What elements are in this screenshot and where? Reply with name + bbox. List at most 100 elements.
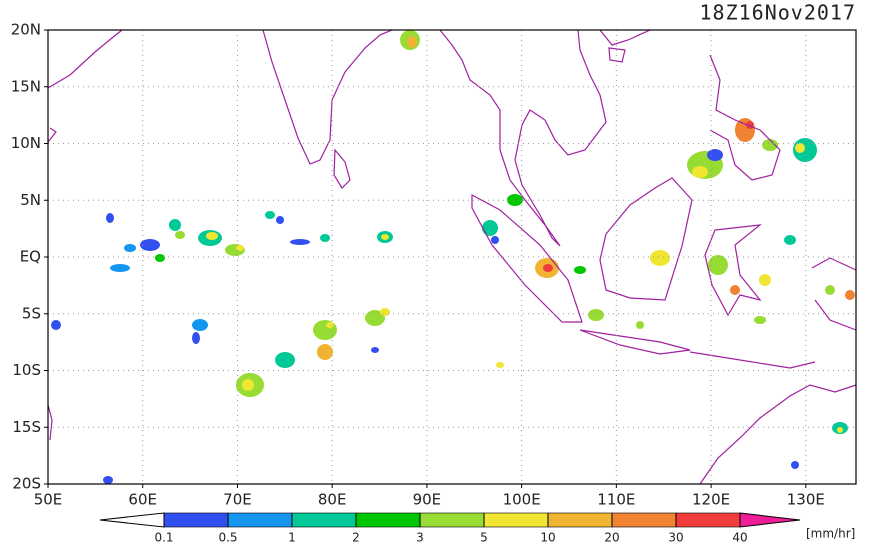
lon-label: 60E	[128, 491, 157, 509]
colorbar-label: 5	[480, 531, 488, 544]
lon-label: 70E	[223, 491, 252, 509]
rain-cell	[110, 264, 130, 272]
coastlines	[47, 29, 857, 485]
rain-cell	[496, 362, 504, 368]
lat-label: 10N	[11, 134, 41, 152]
rain-cell	[276, 216, 284, 224]
colorbar-label: 0.5	[218, 531, 237, 544]
rain-cell	[290, 239, 310, 245]
lon-label: 50E	[34, 491, 63, 509]
rain-cell	[103, 476, 113, 484]
lon-label: 80E	[318, 491, 347, 509]
rain-cell	[759, 274, 771, 286]
colorbar-segment	[611, 512, 677, 528]
colorbar-label: 3	[416, 531, 424, 544]
colorbar-segment	[227, 512, 293, 528]
lat-label: 15S	[12, 418, 41, 436]
lon-label: 110E	[597, 491, 635, 509]
colorbar-segment	[483, 512, 549, 528]
rain-cell	[692, 166, 708, 178]
colorbar-under	[99, 512, 165, 528]
colorbar: 0.1 0.5 1 2 3 5 10 20 30 40	[99, 512, 801, 544]
rain-cell	[242, 379, 254, 391]
colorbar-label: 1	[288, 531, 296, 544]
lon-label: 130E	[787, 491, 825, 509]
rain-cell	[265, 211, 275, 219]
rain-cell	[175, 231, 185, 239]
rain-cell	[762, 139, 778, 151]
rain-cell	[837, 427, 843, 433]
rain-cell	[636, 321, 644, 329]
coast-somalia	[47, 127, 57, 143]
coast-arabia	[47, 29, 123, 89]
rain-cell	[380, 308, 390, 316]
rain-cell	[236, 245, 244, 251]
rain-cell	[491, 236, 499, 244]
coast-australia	[699, 384, 857, 485]
colorbar-segment	[419, 512, 485, 528]
rain-cell	[51, 320, 61, 330]
colorbar-segment	[675, 512, 741, 528]
rain-cell	[407, 36, 417, 48]
rain-cell	[275, 352, 295, 368]
rain-cell	[371, 347, 379, 353]
colorbar-label: 0.1	[154, 531, 173, 544]
rain-cell	[106, 213, 114, 223]
coast-myanmar-malaya	[439, 29, 607, 247]
lat-label: 20S	[12, 475, 41, 493]
coast-newguinea	[811, 257, 857, 331]
lat-label: 15N	[11, 77, 41, 95]
coast-philippines	[709, 54, 781, 181]
rain-cell	[588, 309, 604, 321]
coast-sumatra	[471, 193, 583, 323]
rain-cell	[317, 344, 333, 360]
rain-cell	[155, 254, 165, 262]
rain-cell	[708, 255, 728, 275]
rain-cell	[845, 290, 855, 300]
colorbar-label: 30	[668, 531, 683, 544]
lat-label: 5N	[20, 191, 41, 209]
rain-cell	[192, 319, 208, 331]
colorbar-segment	[547, 512, 613, 528]
rain-cell	[784, 235, 796, 245]
rain-cell	[192, 332, 200, 344]
rain-cell	[206, 232, 218, 240]
rain-cell	[754, 316, 766, 324]
colorbar-unit: [mm/hr]	[806, 527, 855, 541]
rain-cell	[507, 194, 523, 206]
map-frame	[47, 29, 857, 485]
lon-label: 100E	[503, 491, 541, 509]
rain-cell	[543, 264, 553, 272]
colorbar-segment	[163, 512, 229, 528]
rain-cell	[381, 234, 389, 240]
lat-label: 10S	[12, 361, 41, 379]
rain-cell	[574, 266, 586, 274]
rain-cell	[320, 234, 330, 242]
coast-srilanka	[333, 148, 351, 189]
graticule	[44, 29, 856, 488]
rain-cell	[707, 149, 723, 161]
rain-cell	[791, 461, 799, 469]
rain-cell	[313, 320, 337, 340]
coast-madagascar	[47, 404, 53, 441]
rain-cell	[365, 310, 385, 326]
rain-cell	[482, 220, 498, 236]
rain-cell	[326, 322, 334, 328]
rain-field	[51, 30, 855, 484]
rain-cell	[795, 143, 805, 153]
rain-cell	[650, 250, 670, 266]
colorbar-label: 40	[732, 531, 747, 544]
coast-borneo	[599, 177, 693, 301]
coast-china	[599, 29, 651, 63]
coast-lesser-sunda	[689, 351, 816, 369]
rain-cell	[140, 239, 160, 251]
coast-india	[262, 29, 393, 165]
lat-label: EQ	[20, 248, 41, 266]
rain-cell	[730, 285, 740, 295]
map-title: 18Z16Nov2017	[700, 1, 857, 25]
rain-cell	[124, 244, 136, 252]
colorbar-over	[739, 512, 801, 528]
rain-cell	[825, 285, 835, 295]
